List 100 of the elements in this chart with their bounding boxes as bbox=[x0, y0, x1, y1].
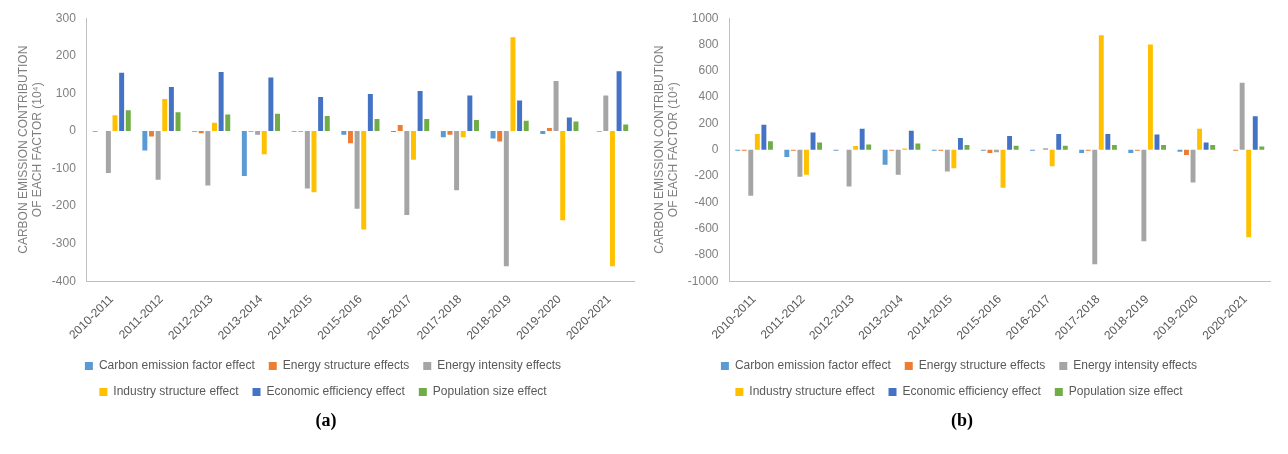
y-tick-label: 200 bbox=[698, 115, 719, 130]
bar bbox=[523, 120, 529, 131]
bar bbox=[503, 130, 509, 267]
bar bbox=[155, 130, 161, 180]
bar bbox=[553, 80, 559, 131]
y-tick-label: 200 bbox=[55, 48, 77, 63]
y-tick-label: -800 bbox=[694, 247, 719, 262]
bar bbox=[987, 149, 993, 154]
bar bbox=[1013, 145, 1019, 150]
y-tick-label: 0 bbox=[711, 142, 719, 157]
bar bbox=[424, 118, 430, 131]
bar bbox=[354, 130, 360, 209]
bar bbox=[440, 130, 446, 138]
y-axis-title: CARBON EMISSION CONTRIBUTION OF EACH FACTOR (10⁴) bbox=[15, 45, 44, 254]
bar bbox=[817, 142, 823, 150]
y-tick-label: -1000 bbox=[687, 273, 719, 288]
bar bbox=[1098, 35, 1104, 150]
y-axis-title: CARBON EMISSION CONTRIBUTION OF EACH FACTOR (10⁴) bbox=[651, 45, 680, 254]
bar bbox=[447, 130, 453, 135]
bar bbox=[324, 115, 330, 131]
legend-label: Economic efficiency effect bbox=[266, 384, 406, 399]
bar bbox=[241, 130, 247, 177]
bar bbox=[846, 149, 852, 187]
bar bbox=[754, 133, 760, 150]
bar bbox=[1259, 146, 1265, 150]
legend-label: Population size effect bbox=[1068, 384, 1184, 399]
bar bbox=[784, 149, 790, 157]
y-tick-label: -200 bbox=[694, 168, 719, 183]
y-tick-label: -100 bbox=[51, 160, 77, 175]
bar bbox=[748, 149, 754, 196]
legend-label: Energy structure effects bbox=[282, 358, 410, 373]
bar bbox=[397, 124, 403, 131]
y-tick-label: 600 bbox=[698, 63, 719, 78]
bar bbox=[460, 130, 466, 138]
bar bbox=[1246, 149, 1252, 238]
bar bbox=[623, 124, 629, 131]
bar bbox=[1056, 133, 1062, 150]
bar bbox=[1105, 133, 1111, 150]
bar bbox=[1141, 149, 1147, 242]
legend-label: Economic efficiency effect bbox=[902, 384, 1042, 399]
bar bbox=[473, 120, 479, 131]
bar bbox=[410, 130, 416, 160]
bar bbox=[915, 143, 921, 150]
bar bbox=[198, 130, 204, 134]
legend-label: Energy structure effects bbox=[918, 358, 1046, 373]
legend-label: Industry structure effect bbox=[113, 384, 240, 399]
bar bbox=[311, 130, 317, 193]
text: (b) bbox=[951, 410, 973, 431]
bar bbox=[1062, 145, 1068, 150]
bar bbox=[261, 130, 267, 155]
legend-label: Population size effect bbox=[432, 384, 548, 399]
bar bbox=[616, 71, 622, 131]
bar bbox=[175, 112, 181, 131]
bar bbox=[603, 95, 609, 131]
bar bbox=[1049, 149, 1055, 167]
legend-label: Carbon emission factor effect bbox=[734, 358, 892, 373]
text: (a) bbox=[315, 410, 337, 431]
bar bbox=[1184, 149, 1189, 155]
y-tick-label: -400 bbox=[694, 194, 719, 209]
bar bbox=[804, 149, 809, 175]
bar bbox=[417, 91, 423, 131]
legend-label: Industry structure effect bbox=[749, 384, 876, 399]
bar bbox=[467, 95, 473, 131]
y-tick-label: 0 bbox=[69, 123, 77, 138]
bar bbox=[162, 98, 168, 131]
bar bbox=[268, 77, 274, 131]
bar bbox=[1210, 145, 1216, 150]
bar bbox=[404, 130, 410, 216]
bar bbox=[212, 122, 217, 131]
bar bbox=[767, 141, 773, 150]
bar bbox=[944, 149, 950, 172]
bar bbox=[341, 130, 347, 135]
bar bbox=[573, 121, 579, 131]
bar bbox=[105, 130, 111, 174]
bar bbox=[454, 130, 460, 191]
y-tick-label: 1000 bbox=[691, 10, 719, 25]
legend-label: Energy intensity effects bbox=[1073, 358, 1198, 373]
legend-label: Energy intensity effects bbox=[437, 358, 562, 373]
bar bbox=[497, 130, 503, 142]
bar bbox=[859, 128, 865, 150]
legend-label: Carbon emission factor effect bbox=[98, 358, 256, 373]
bar bbox=[517, 100, 523, 131]
bar bbox=[546, 127, 552, 131]
bar bbox=[255, 130, 261, 135]
bar bbox=[1239, 82, 1245, 150]
y-tick-label: 800 bbox=[698, 36, 719, 51]
bar bbox=[895, 149, 901, 175]
bar bbox=[361, 130, 367, 230]
y-tick-label: 300 bbox=[55, 10, 77, 25]
bar bbox=[908, 130, 914, 150]
bar bbox=[347, 130, 353, 144]
bar bbox=[1203, 142, 1209, 150]
bar bbox=[566, 117, 572, 131]
y-tick-label: 100 bbox=[55, 85, 77, 100]
bar bbox=[540, 130, 546, 134]
bar bbox=[318, 97, 324, 131]
bar bbox=[149, 130, 154, 137]
bar bbox=[225, 114, 231, 131]
y-tick-label: -300 bbox=[51, 235, 77, 250]
bar bbox=[1147, 44, 1153, 150]
